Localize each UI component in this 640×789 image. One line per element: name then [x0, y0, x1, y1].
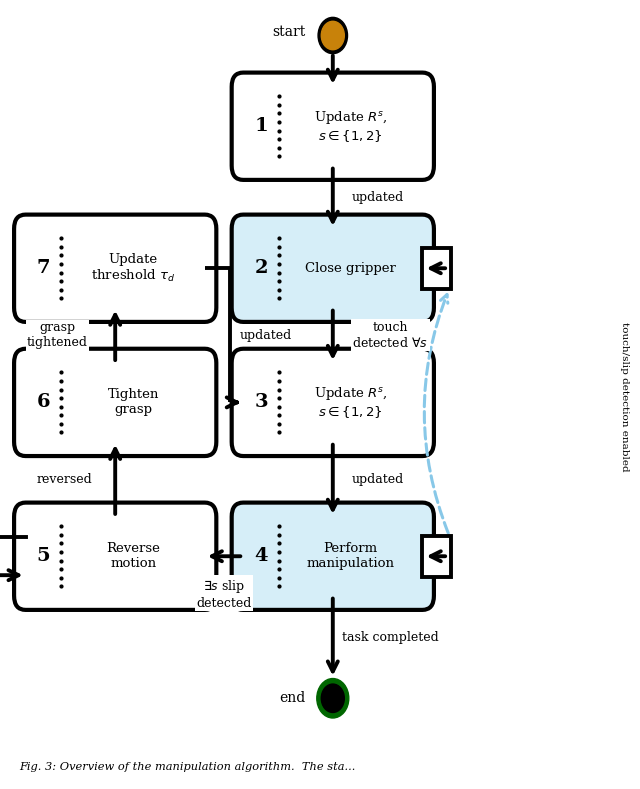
Text: touch/slip detection enabled: touch/slip detection enabled — [620, 322, 628, 471]
Text: end: end — [279, 691, 305, 705]
Bar — [422, 248, 451, 289]
Text: Update $R^s$,
$s \in \{1, 2\}$: Update $R^s$, $s \in \{1, 2\}$ — [314, 385, 387, 420]
Circle shape — [318, 17, 348, 54]
Circle shape — [321, 21, 344, 50]
Text: Close gripper: Close gripper — [305, 262, 396, 275]
Text: 5: 5 — [36, 548, 51, 565]
Text: 7: 7 — [36, 260, 51, 277]
Text: 3: 3 — [254, 394, 268, 411]
Text: 4: 4 — [254, 548, 268, 565]
Text: 6: 6 — [36, 394, 51, 411]
Text: updated: updated — [351, 473, 404, 486]
FancyBboxPatch shape — [14, 349, 216, 456]
FancyBboxPatch shape — [14, 503, 216, 610]
FancyBboxPatch shape — [14, 215, 216, 322]
Text: Update
threshold $\tau_d$: Update threshold $\tau_d$ — [91, 252, 175, 284]
Text: Update $R^s$,
$s \in \{1, 2\}$: Update $R^s$, $s \in \{1, 2\}$ — [314, 109, 387, 144]
Text: 2: 2 — [254, 260, 268, 277]
Text: reversed: reversed — [36, 473, 92, 486]
FancyBboxPatch shape — [232, 503, 434, 610]
Text: 1: 1 — [254, 118, 268, 135]
Text: updated: updated — [239, 329, 292, 342]
Text: Perform
manipulation: Perform manipulation — [307, 542, 395, 570]
Text: updated: updated — [351, 191, 404, 204]
FancyBboxPatch shape — [232, 73, 434, 180]
FancyBboxPatch shape — [232, 349, 434, 456]
Text: Tighten
grasp: Tighten grasp — [108, 388, 159, 417]
Text: $\exists s$ slip
detected: $\exists s$ slip detected — [196, 578, 252, 610]
Bar — [422, 536, 451, 577]
Circle shape — [317, 679, 349, 718]
FancyBboxPatch shape — [232, 215, 434, 322]
Text: Reverse
motion: Reverse motion — [106, 542, 160, 570]
Circle shape — [321, 684, 344, 712]
Text: touch
detected $\forall s$: touch detected $\forall s$ — [353, 320, 428, 350]
Text: start: start — [272, 24, 305, 39]
Text: Fig. 3: Overview of the manipulation algorithm.  The sta...: Fig. 3: Overview of the manipulation alg… — [19, 761, 356, 772]
Text: task completed: task completed — [342, 630, 439, 644]
Text: grasp
tightened: grasp tightened — [27, 321, 88, 350]
